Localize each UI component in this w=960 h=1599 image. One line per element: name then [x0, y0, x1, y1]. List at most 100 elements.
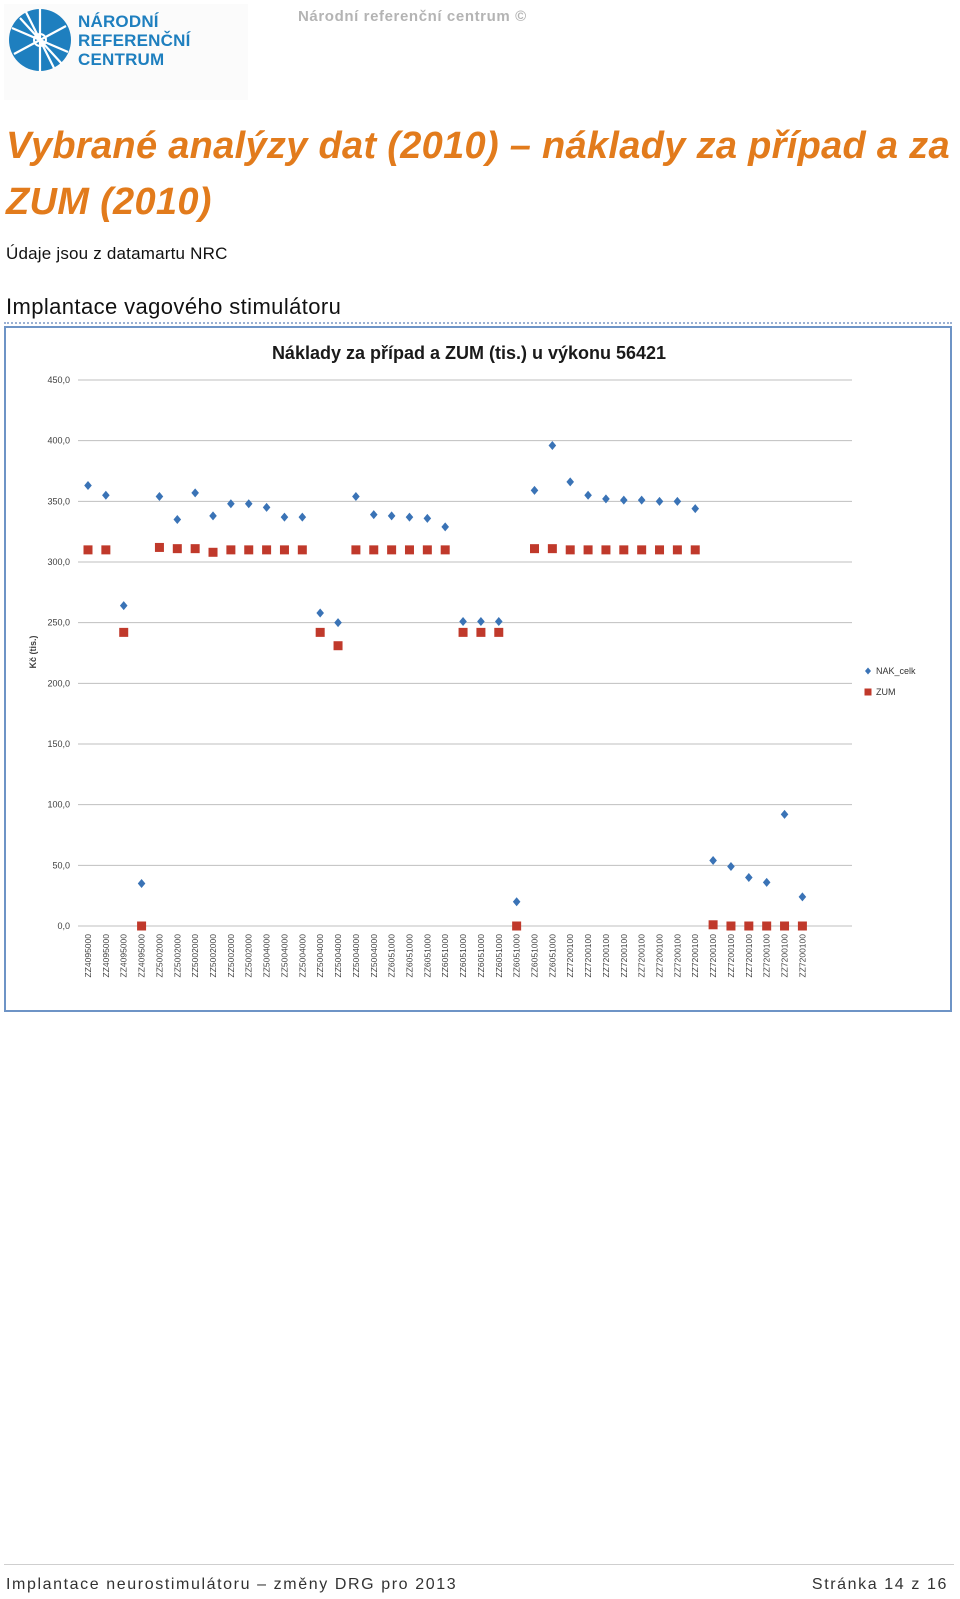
- nak-celk-point: [584, 490, 592, 500]
- zum-point: [476, 627, 486, 637]
- zum-point: [190, 544, 200, 554]
- y-tick-label: 450,0: [47, 375, 70, 385]
- nrc-logo: NÁRODNÍ REFERENČNÍ CENTRUM: [4, 4, 248, 100]
- legend-nak-marker: [865, 667, 871, 675]
- x-tick-label: ZZ5004000: [369, 934, 379, 978]
- nak-celk-point: [459, 616, 467, 626]
- nak-celk-point: [691, 504, 700, 514]
- zum-point: [119, 627, 129, 637]
- zum-point: [404, 545, 414, 555]
- zum-point: [672, 545, 682, 555]
- nak-celk-point: [494, 616, 503, 626]
- x-tick-label: ZZ5002000: [244, 934, 254, 978]
- zum-point: [494, 627, 504, 637]
- nak-celk-point: [227, 499, 235, 509]
- zum-point: [83, 545, 93, 555]
- zum-point: [137, 921, 147, 931]
- y-axis-label: Kč (tis.): [28, 635, 38, 668]
- x-tick-label: ZZ5002000: [172, 934, 182, 978]
- nak-celk-point: [530, 485, 539, 495]
- nak-celk-point: [423, 513, 432, 523]
- nak-celk-point: [477, 616, 485, 626]
- x-tick-label: ZZ6051000: [458, 934, 468, 978]
- x-tick-label: ZZ7200100: [762, 934, 772, 978]
- x-tick-label: ZZ6051000: [404, 934, 414, 978]
- nak-celk-point: [369, 510, 378, 520]
- zum-point: [547, 544, 557, 554]
- zum-point: [744, 921, 754, 931]
- x-tick-label: ZZ6051000: [387, 934, 397, 978]
- nak-celk-point: [137, 879, 146, 889]
- x-tick-label: ZZ6051000: [422, 934, 432, 978]
- zum-point: [512, 921, 522, 931]
- x-tick-label: ZZ5002000: [190, 934, 200, 978]
- x-tick-label: ZZ7200100: [601, 934, 611, 978]
- zum-point: [297, 545, 307, 555]
- nak-celk-point: [655, 496, 664, 506]
- zum-point: [637, 545, 647, 555]
- x-tick-label: ZZ7200100: [565, 934, 575, 978]
- nak-celk-point: [762, 877, 771, 887]
- nak-celk-point: [102, 490, 110, 500]
- x-tick-label: ZZ4095000: [83, 934, 93, 978]
- page-subtitle: Údaje jsou z datamartu NRC: [6, 244, 228, 263]
- x-tick-label: ZZ7200100: [672, 934, 682, 978]
- zum-point: [458, 627, 468, 637]
- nak-celk-point: [352, 491, 360, 501]
- footer-page-number: Stránka 14 z 16: [811, 1576, 948, 1593]
- zum-point: [172, 544, 182, 554]
- chart-container: Náklady za případ a ZUM (tis.) u výkonu …: [4, 326, 952, 1012]
- nak-celk-point: [709, 855, 717, 865]
- x-tick-label: ZZ7200100: [655, 934, 665, 978]
- nak-celk-point: [727, 862, 735, 872]
- nak-celk-point: [566, 477, 575, 487]
- nak-celk-point: [512, 897, 521, 907]
- zum-point: [315, 627, 325, 637]
- zum-point: [351, 545, 361, 555]
- y-tick-label: 350,0: [47, 496, 70, 506]
- chart-top-rule: [4, 322, 952, 324]
- zum-point: [797, 921, 807, 931]
- nak-celk-point: [173, 515, 182, 525]
- nak-celk-point: [209, 511, 217, 521]
- nak-celk-point: [441, 522, 449, 532]
- logo-line-1: NÁRODNÍ: [78, 12, 159, 31]
- x-tick-label: ZZ7200100: [583, 934, 593, 978]
- x-tick-label: ZZ5004000: [315, 934, 325, 978]
- zum-point: [154, 542, 164, 552]
- x-tick-label: ZZ7200100: [780, 934, 790, 978]
- zum-point: [387, 545, 397, 555]
- zum-point: [262, 545, 272, 555]
- zum-point: [565, 545, 575, 555]
- y-tick-label: 200,0: [47, 678, 70, 688]
- x-tick-label: ZZ5004000: [333, 934, 343, 978]
- nak-celk-point: [84, 481, 92, 491]
- x-tick-label: ZZ7200100: [797, 934, 807, 978]
- zum-point: [655, 545, 665, 555]
- chart-title: Náklady za případ a ZUM (tis.) u výkonu …: [272, 343, 666, 363]
- logo-line-3: CENTRUM: [78, 50, 165, 69]
- nak-celk-point: [637, 495, 646, 505]
- nak-celk-point: [673, 496, 682, 506]
- zum-point: [708, 920, 718, 930]
- zum-point: [726, 921, 736, 931]
- x-tick-label: ZZ7200100: [726, 934, 736, 978]
- y-tick-label: 50,0: [52, 860, 70, 870]
- x-tick-label: ZZ5004000: [351, 934, 361, 978]
- nak-celk-point: [620, 495, 628, 505]
- legend-zum-marker: [864, 688, 872, 696]
- x-tick-label: ZZ6051000: [512, 934, 522, 978]
- x-tick-label: ZZ7200100: [708, 934, 718, 978]
- nak-celk-point: [780, 809, 789, 819]
- scatter-chart: Náklady za případ a ZUM (tis.) u výkonu …: [28, 343, 916, 978]
- nrc-globe-icon: [9, 9, 71, 71]
- x-tick-label: ZZ7200100: [690, 934, 700, 978]
- logo-wordmark: NÁRODNÍ REFERENČNÍ CENTRUM: [78, 12, 191, 69]
- zum-point: [690, 545, 700, 555]
- nak-celk-point: [798, 892, 807, 902]
- zum-point: [208, 547, 218, 557]
- x-tick-label: ZZ6051000: [547, 934, 557, 978]
- x-tick-label: ZZ7200100: [637, 934, 647, 978]
- legend-nak-label: NAK_celk: [876, 666, 916, 676]
- x-tick-label: ZZ4095000: [137, 934, 147, 978]
